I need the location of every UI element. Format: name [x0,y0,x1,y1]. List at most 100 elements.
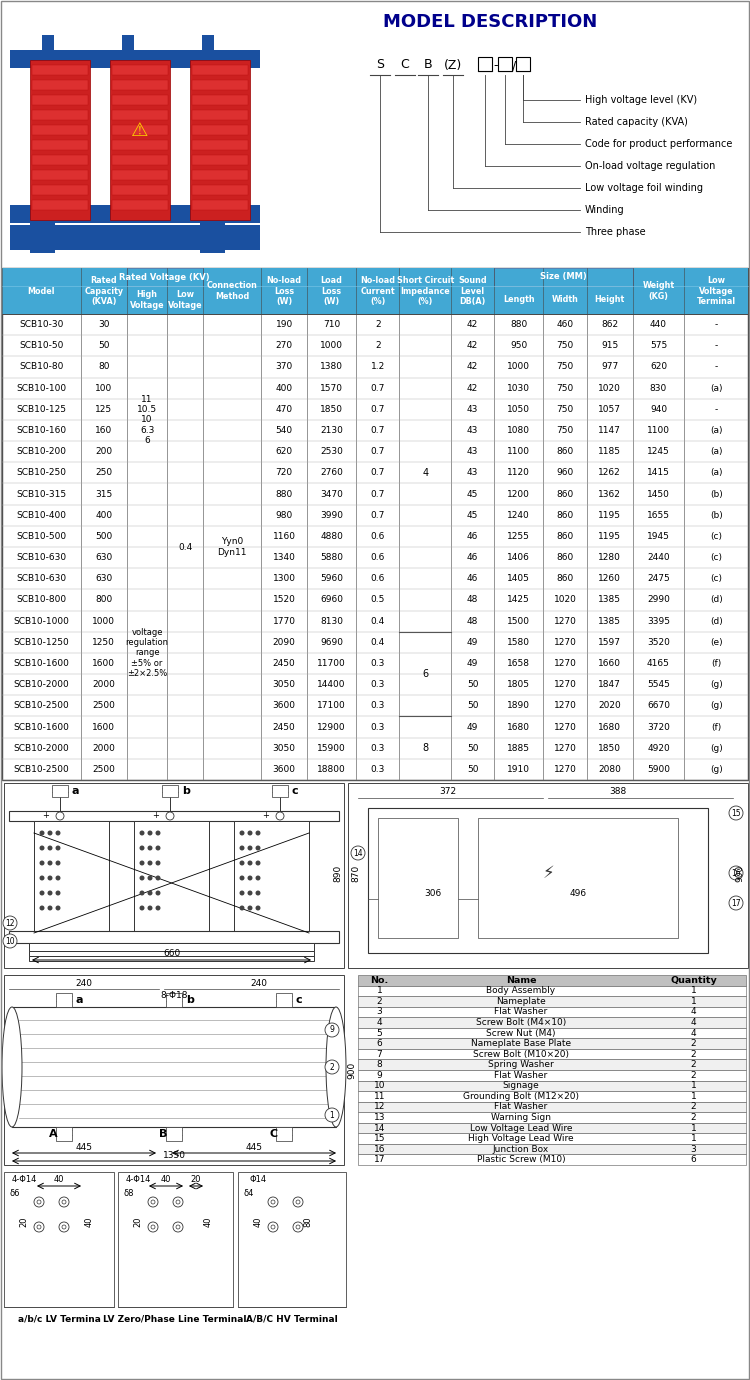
Text: 1020: 1020 [598,384,621,393]
Circle shape [271,1201,275,1203]
Circle shape [148,1196,158,1208]
Text: 40: 40 [254,1217,262,1227]
Bar [112,185,168,195]
Text: Rated
Capacity
(KVA): Rated Capacity (KVA) [84,276,123,306]
Circle shape [56,875,61,880]
Bar [358,1060,746,1070]
Text: 630: 630 [95,553,112,562]
Text: 1080: 1080 [507,426,530,435]
Text: 5545: 5545 [647,680,670,689]
Text: 1120: 1120 [507,468,530,477]
Circle shape [248,905,253,911]
Bar [4,782,344,967]
Text: Nameplate: Nameplate [496,996,546,1006]
Circle shape [256,890,260,896]
Text: Junction Box: Junction Box [493,1144,549,1154]
Text: 915: 915 [601,341,618,351]
Text: 1300: 1300 [272,574,296,584]
Bar [478,818,678,938]
Text: High Voltage Lead Wire: High Voltage Lead Wire [468,1134,574,1143]
Circle shape [155,846,160,850]
Bar [2,268,748,315]
Bar [2,759,748,780]
Text: 3: 3 [691,1144,697,1154]
Bar [2,483,748,505]
Text: A: A [49,1129,58,1138]
Circle shape [729,867,743,880]
Text: 388: 388 [609,787,627,795]
Text: 0.3: 0.3 [370,723,385,731]
Circle shape [176,1201,180,1203]
Bar [358,1155,746,1165]
Text: 1270: 1270 [554,744,576,752]
Text: 50: 50 [467,701,478,711]
Text: 1270: 1270 [554,680,576,689]
Bar [368,809,708,954]
Text: 1655: 1655 [647,511,670,520]
Text: 6960: 6960 [320,595,343,604]
Text: SCB10-160: SCB10-160 [16,426,67,435]
Circle shape [325,1108,339,1122]
Text: 1340: 1340 [273,553,296,562]
Text: 445: 445 [245,1143,262,1151]
Text: 2: 2 [691,1114,697,1122]
Text: 14: 14 [374,1123,385,1133]
Bar [56,1127,72,1141]
Text: Height: Height [595,295,625,305]
Bar [112,139,168,150]
Bar [192,110,248,120]
Bar [2,378,748,399]
Text: SCB10-1600: SCB10-1600 [13,660,69,668]
Text: (e): (e) [710,638,722,647]
Text: 2: 2 [691,1039,697,1049]
Bar [358,1049,746,1060]
Text: SCB10-100: SCB10-100 [16,384,67,393]
Circle shape [729,806,743,820]
Text: Body Assembly: Body Assembly [487,987,556,995]
Text: 3990: 3990 [320,511,343,520]
Bar [12,1007,336,1127]
Text: (d): (d) [710,595,722,604]
Text: 2000: 2000 [92,744,116,752]
Text: 15900: 15900 [317,744,346,752]
Text: 50: 50 [467,744,478,752]
Bar [30,224,55,253]
Text: SCB10-630: SCB10-630 [16,553,67,562]
Text: 460: 460 [556,320,574,328]
Text: 1030: 1030 [507,384,530,393]
Bar [192,65,248,75]
Text: 370: 370 [275,363,292,371]
Circle shape [148,861,152,865]
Text: Low
Voltage
Terminal: Low Voltage Terminal [697,276,736,306]
Text: 0.4: 0.4 [370,638,385,647]
Text: 42: 42 [467,363,478,371]
Circle shape [276,811,284,820]
Text: 1270: 1270 [554,638,576,647]
Text: 470: 470 [275,404,292,414]
Text: 860: 860 [556,553,574,562]
Text: 860: 860 [556,574,574,584]
Circle shape [155,890,160,896]
Text: 1050: 1050 [507,404,530,414]
Text: 1: 1 [691,1123,697,1133]
Text: 5960: 5960 [320,574,343,584]
Text: 1385: 1385 [598,595,621,604]
Text: 0.6: 0.6 [370,531,385,541]
Circle shape [351,846,365,860]
Text: 1000: 1000 [507,363,530,371]
Bar [478,57,492,70]
Circle shape [40,831,44,835]
Circle shape [151,1225,155,1230]
Bar [127,268,202,286]
Text: 1270: 1270 [554,660,576,668]
Circle shape [3,916,17,930]
Text: 575: 575 [650,341,667,351]
Text: 950: 950 [510,341,527,351]
Text: 960: 960 [556,468,574,477]
Bar [2,268,748,780]
Text: 43: 43 [467,404,478,414]
Circle shape [148,831,152,835]
Text: Low voltage foil winding: Low voltage foil winding [585,184,703,193]
Text: High voltage level (KV): High voltage level (KV) [585,95,698,105]
Text: /: / [512,59,516,73]
